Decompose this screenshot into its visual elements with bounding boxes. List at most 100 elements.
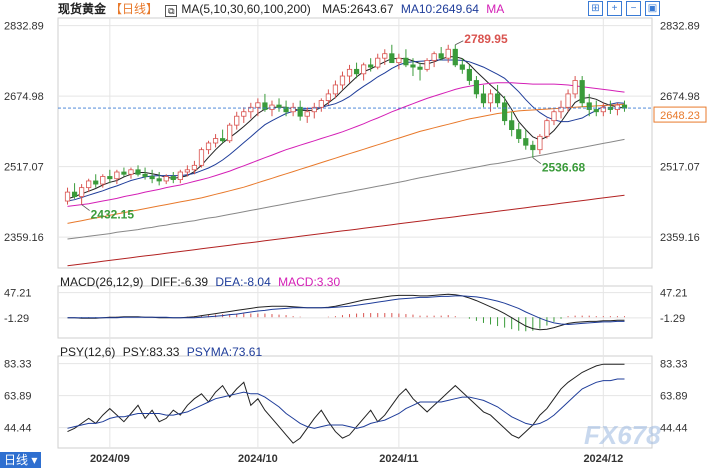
price-tick-right: 2674.98 bbox=[660, 91, 700, 103]
ma-settings-icon: ⧉ bbox=[165, 5, 178, 17]
candle-body bbox=[269, 104, 275, 110]
candle-body bbox=[332, 84, 339, 95]
annotation-label: 2536.68 bbox=[542, 161, 586, 175]
grid-icon[interactable]: ⊞ bbox=[588, 1, 603, 16]
candle-body bbox=[396, 57, 402, 64]
candle-body bbox=[142, 173, 148, 177]
ma-list: MA(5,10,30,60,100,200) bbox=[181, 2, 311, 16]
candle-body bbox=[276, 104, 282, 108]
candle-body bbox=[353, 68, 360, 75]
candle-body bbox=[452, 48, 458, 66]
ma-line-ma100 bbox=[67, 138, 625, 240]
ma-line-ma60 bbox=[67, 103, 625, 224]
macd-tick-left: -1.29 bbox=[4, 313, 29, 325]
candle-body bbox=[431, 53, 437, 61]
candle-body bbox=[149, 176, 155, 180]
annotation-leader bbox=[81, 204, 90, 211]
panel-border-1 bbox=[57, 285, 653, 339]
candle-body bbox=[544, 120, 550, 137]
ma-line-ma200 bbox=[67, 194, 625, 267]
period-button-label: 日线 bbox=[4, 453, 29, 467]
psy-value: PSY:83.33 bbox=[122, 345, 180, 359]
psy-tick-right: 63.89 bbox=[660, 391, 688, 403]
ma-settings[interactable]: ⧉ MA(5,10,30,60,100,200) bbox=[165, 2, 314, 17]
candle-body bbox=[579, 80, 585, 104]
candle-body bbox=[445, 48, 451, 59]
x-tick-label: 2024/11 bbox=[379, 453, 418, 465]
price-tick-left: 2832.89 bbox=[4, 21, 44, 33]
current-price-tag bbox=[653, 106, 707, 123]
ma5-value: MA5:2643.67 bbox=[322, 2, 394, 16]
period-selector[interactable]: 【日线】 bbox=[110, 2, 159, 16]
candle-body bbox=[361, 64, 367, 75]
candle-body bbox=[311, 106, 317, 113]
psy-tick-right: 44.44 bbox=[660, 423, 688, 435]
candle-body bbox=[558, 106, 564, 113]
candle-body bbox=[191, 164, 198, 171]
candle-body bbox=[121, 171, 127, 175]
candle-body bbox=[586, 102, 592, 110]
grid-layer bbox=[57, 17, 653, 449]
candle-body bbox=[86, 180, 92, 189]
macd-tick-left: 47.21 bbox=[4, 288, 32, 300]
ma-extra-label: MA bbox=[486, 2, 505, 16]
price-legend: 现货黄金 【日线】 ⧉ MA(5,10,30,60,100,200) MA5:264… bbox=[58, 1, 508, 17]
macd-line-dea bbox=[67, 295, 625, 326]
psy-tick-left: 83.33 bbox=[4, 359, 32, 371]
candle-body bbox=[516, 129, 522, 139]
candle-body bbox=[220, 138, 226, 142]
macd-params: MACD(26,12,9) bbox=[60, 275, 144, 289]
candle-body bbox=[459, 64, 465, 70]
macd-tick-right: 47.21 bbox=[660, 288, 688, 300]
psy-line-psyma bbox=[67, 378, 625, 429]
candle-body bbox=[614, 104, 621, 110]
candle-body bbox=[64, 191, 71, 202]
ma-line-ma30 bbox=[67, 82, 625, 207]
candle-body bbox=[346, 68, 353, 77]
candle-body bbox=[248, 106, 254, 113]
price-tick-left: 2517.07 bbox=[4, 162, 44, 174]
candle-body bbox=[290, 106, 296, 113]
zoom-in-icon[interactable]: + bbox=[607, 1, 622, 16]
x-tick-label: 2024/09 bbox=[90, 453, 130, 465]
candle-body bbox=[530, 144, 536, 151]
expand-icon[interactable]: ▣ bbox=[645, 1, 660, 16]
candle-body bbox=[600, 106, 606, 113]
toolbar: ⊞ + − ▣ bbox=[588, 1, 660, 16]
macd-legend: MACD(26,12,9) DIFF:-6.39 DEA:-8.04 MACD:… bbox=[60, 274, 344, 290]
candle-body bbox=[494, 93, 501, 104]
macd-panel bbox=[67, 293, 625, 332]
axes-layer: 2024/09 2024/10 2024/11 2024/12 2832.89 2832.… bbox=[4, 21, 707, 465]
zoom-out-icon[interactable]: − bbox=[626, 1, 641, 16]
x-tick-label: 2024/10 bbox=[238, 453, 278, 465]
candle-body bbox=[304, 111, 310, 117]
candle-body bbox=[537, 135, 543, 151]
candle-body bbox=[551, 111, 557, 122]
candle-body bbox=[410, 64, 416, 68]
candle-body bbox=[177, 171, 183, 181]
price-tick-left: 2674.98 bbox=[4, 91, 44, 103]
candle-body bbox=[100, 176, 106, 185]
candle-body bbox=[262, 102, 268, 110]
panel-border-0 bbox=[57, 17, 653, 269]
candle-body bbox=[375, 57, 381, 68]
candle-body bbox=[241, 111, 247, 117]
candle-body bbox=[389, 53, 395, 64]
candle-body bbox=[198, 149, 205, 166]
panel-border-2 bbox=[57, 355, 653, 449]
candle-body bbox=[509, 120, 515, 131]
ma-line-ma10 bbox=[67, 59, 625, 202]
macd-dea-value: DEA:-8.04 bbox=[215, 275, 271, 289]
candle-body bbox=[163, 176, 169, 182]
psy-line-psy bbox=[67, 363, 625, 444]
candle-body bbox=[283, 106, 289, 113]
candle-body bbox=[438, 53, 444, 59]
annotation-label: 2432.15 bbox=[91, 208, 135, 222]
psy-tick-right: 83.33 bbox=[660, 359, 688, 371]
candle-body bbox=[473, 80, 480, 95]
watermark-logo: FX678 bbox=[584, 420, 661, 450]
candle-body bbox=[565, 93, 571, 108]
period-button[interactable]: 日线 ▾ bbox=[0, 452, 42, 468]
candle-body bbox=[297, 106, 303, 117]
